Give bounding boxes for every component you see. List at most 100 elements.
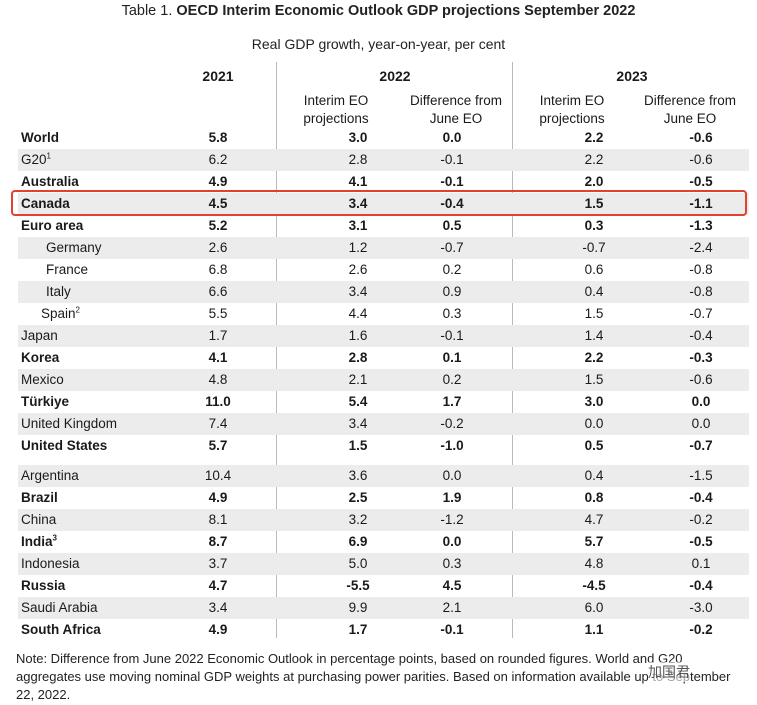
difference-2023-cell: -1.1 <box>689 196 713 211</box>
value-2021-cell: 4.8 <box>208 372 228 387</box>
interim-2023-cell: 0.3 <box>584 218 604 233</box>
row-country-name: Germany <box>46 240 102 255</box>
difference-2022-cell: 0.9 <box>442 284 462 299</box>
difference-2022-cell: 4.5 <box>442 578 462 593</box>
table-row: Indonesia 3.7 5.0 0.3 4.8 0.1 <box>18 553 749 575</box>
row-country-name: Indonesia <box>21 556 80 571</box>
interim-2022-cell: 3.6 <box>348 468 368 483</box>
value-2021-cell: 4.1 <box>208 350 228 365</box>
column-divider <box>512 62 513 638</box>
interim-2023-cell: 6.0 <box>584 600 604 615</box>
row-country-name: Korea <box>21 350 60 365</box>
difference-2022-cell: 2.1 <box>442 600 462 615</box>
value-2021-cell: 2.6 <box>208 240 228 255</box>
interim-2022-cell: 3.1 <box>348 218 368 233</box>
table-row: South Africa 4.9 1.7 -0.1 1.1 -0.2 <box>18 619 749 641</box>
row-country-name: Türkiye <box>21 394 70 409</box>
difference-2023-cell: -1.5 <box>689 468 713 483</box>
difference-2022-cell: 0.2 <box>442 262 462 277</box>
table-row: Argentina 10.4 3.6 0.0 0.4 -1.5 <box>18 465 749 487</box>
year-header-2023: 2023 <box>616 68 648 84</box>
difference-2023-cell: -0.5 <box>689 174 713 189</box>
difference-2022-cell: -0.7 <box>440 240 464 255</box>
interim-2023-cell: 0.5 <box>584 438 604 453</box>
difference-2022-cell: 0.0 <box>442 130 462 145</box>
difference-2022-cell: 0.5 <box>442 218 462 233</box>
interim-2022-cell: 2.8 <box>348 152 368 167</box>
row-country-name: Mexico <box>21 372 64 387</box>
interim-2023-cell: 1.5 <box>584 306 604 321</box>
row-country-name: G201 <box>21 151 51 167</box>
table-row: India3 8.7 6.9 0.0 5.7 -0.5 <box>18 531 749 553</box>
value-2021-cell: 5.5 <box>208 306 228 321</box>
table-row: China 8.1 3.2 -1.2 4.7 -0.2 <box>18 509 749 531</box>
subhead-difference-2023: Difference from June EO <box>630 92 750 128</box>
value-2021-cell: 3.4 <box>208 600 228 615</box>
footnote-marker: 2 <box>75 305 80 315</box>
row-country-name: Euro area <box>21 218 84 233</box>
table-row: United States 5.7 1.5 -1.0 0.5 -0.7 <box>18 435 749 457</box>
difference-2023-cell: -0.6 <box>689 130 713 145</box>
difference-2023-cell: -0.4 <box>689 490 713 505</box>
difference-2022-cell: 0.3 <box>442 306 462 321</box>
table-row: Canada 4.5 3.4 -0.4 1.5 -1.1 <box>18 193 749 215</box>
interim-2023-cell: 2.2 <box>584 130 604 145</box>
footnote-marker: 1 <box>46 151 51 161</box>
value-2021-cell: 4.7 <box>208 578 228 593</box>
difference-2022-cell: -1.2 <box>440 512 464 527</box>
canada-highlight-box <box>11 190 747 216</box>
row-country-name: United Kingdom <box>21 416 118 431</box>
interim-2022-cell: 9.9 <box>348 600 368 615</box>
difference-2023-cell: -0.4 <box>689 328 713 343</box>
difference-2022-cell: 0.3 <box>442 556 462 571</box>
difference-2022-cell: -1.0 <box>440 438 464 453</box>
value-2021-cell: 4.9 <box>208 490 228 505</box>
difference-2022-cell: -0.1 <box>440 328 464 343</box>
row-country-name: United States <box>21 438 108 453</box>
interim-2023-cell: 0.0 <box>584 416 604 431</box>
interim-2023-cell: 5.7 <box>584 534 604 549</box>
value-2021-cell: 1.7 <box>208 328 228 343</box>
table-row: Mexico 4.8 2.1 0.2 1.5 -0.6 <box>18 369 749 391</box>
table-row: World 5.8 3.0 0.0 2.2 -0.6 <box>18 127 749 149</box>
interim-2023-cell: 0.4 <box>584 284 604 299</box>
value-2021-cell: 7.4 <box>208 416 228 431</box>
difference-2023-cell: -0.3 <box>689 350 713 365</box>
difference-2023-cell: -2.4 <box>689 240 713 255</box>
interim-2023-cell: 4.7 <box>584 512 604 527</box>
subhead-line: June EO <box>429 111 483 126</box>
difference-2023-cell: 0.0 <box>691 416 711 431</box>
interim-2022-cell: 6.9 <box>348 534 368 549</box>
difference-2023-cell: 0.0 <box>691 394 711 409</box>
row-country-name: Canada <box>21 196 70 211</box>
interim-2022-cell: 2.6 <box>348 262 368 277</box>
table-row: France 6.8 2.6 0.2 0.6 -0.8 <box>18 259 749 281</box>
difference-2022-cell: -0.2 <box>440 416 464 431</box>
value-2021-cell: 4.9 <box>208 174 228 189</box>
interim-2022-cell: 2.5 <box>348 490 368 505</box>
watermark: 加国君 <box>648 662 690 682</box>
difference-2023-cell: -0.8 <box>689 284 713 299</box>
interim-2022-cell: 4.4 <box>348 306 368 321</box>
value-2021-cell: 8.7 <box>208 534 228 549</box>
subhead-line: Difference from <box>643 93 737 108</box>
interim-2022-cell: 1.2 <box>348 240 368 255</box>
row-country-name: South Africa <box>21 622 101 637</box>
interim-2023-cell: 0.8 <box>584 490 604 505</box>
row-country-name: Japan <box>21 328 58 343</box>
interim-2022-cell: 4.1 <box>348 174 368 189</box>
table-row: Australia 4.9 4.1 -0.1 2.0 -0.5 <box>18 171 749 193</box>
subhead-line: projections <box>539 111 605 126</box>
value-2021-cell: 10.4 <box>204 468 232 483</box>
row-country-name: Australia <box>21 174 79 189</box>
table-row: Korea 4.1 2.8 0.1 2.2 -0.3 <box>18 347 749 369</box>
interim-2022-cell: 5.0 <box>348 556 368 571</box>
interim-2023-cell: -0.7 <box>582 240 606 255</box>
subhead-line: Interim EO <box>539 93 605 108</box>
interim-2022-cell: 1.6 <box>348 328 368 343</box>
row-country-name: Saudi Arabia <box>21 600 98 615</box>
value-2021-cell: 8.1 <box>208 512 228 527</box>
row-country-name: France <box>46 262 89 277</box>
difference-2022-cell: 1.7 <box>442 394 462 409</box>
table-row: Türkiye 11.0 5.4 1.7 3.0 0.0 <box>18 391 749 413</box>
